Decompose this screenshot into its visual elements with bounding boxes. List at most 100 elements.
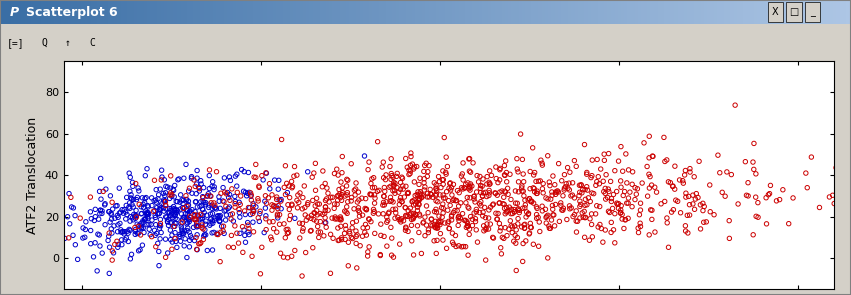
Point bbox=[356, 213, 369, 217]
Point bbox=[291, 205, 305, 210]
Point bbox=[129, 213, 143, 218]
Point bbox=[461, 253, 475, 258]
Point bbox=[467, 194, 481, 199]
Point bbox=[437, 135, 451, 140]
Point bbox=[224, 178, 237, 183]
Point bbox=[604, 179, 618, 184]
Point bbox=[384, 177, 397, 182]
Point bbox=[175, 227, 189, 232]
Point bbox=[364, 219, 378, 224]
Point bbox=[111, 229, 124, 234]
Point bbox=[283, 217, 296, 222]
Point bbox=[452, 214, 465, 219]
Point bbox=[360, 207, 374, 212]
Point bbox=[578, 187, 591, 192]
Point bbox=[162, 223, 175, 228]
Point bbox=[563, 181, 576, 186]
Point bbox=[173, 200, 186, 204]
Point bbox=[392, 217, 406, 222]
Point bbox=[221, 245, 235, 249]
Point bbox=[477, 191, 490, 195]
Point bbox=[434, 219, 448, 224]
Point bbox=[477, 228, 491, 233]
Point bbox=[573, 183, 586, 188]
Point bbox=[220, 191, 233, 196]
Point bbox=[318, 198, 332, 203]
Point bbox=[551, 161, 565, 166]
Point bbox=[530, 212, 544, 217]
Point bbox=[612, 201, 625, 206]
Point bbox=[602, 209, 615, 214]
Point bbox=[179, 193, 192, 198]
Point bbox=[493, 200, 506, 205]
Point bbox=[195, 223, 208, 227]
Point bbox=[415, 192, 429, 197]
Point bbox=[166, 240, 180, 244]
Point bbox=[610, 189, 624, 194]
Point bbox=[621, 196, 635, 200]
Point bbox=[587, 191, 601, 196]
Point bbox=[194, 199, 208, 204]
Point bbox=[270, 195, 283, 199]
Point bbox=[394, 187, 408, 192]
Point bbox=[157, 199, 171, 204]
Point bbox=[180, 197, 193, 202]
Point bbox=[462, 157, 476, 161]
Point bbox=[366, 185, 380, 190]
Point bbox=[446, 198, 460, 203]
Point bbox=[459, 200, 472, 205]
Point bbox=[545, 190, 558, 194]
Point bbox=[191, 224, 205, 229]
Point bbox=[233, 215, 247, 219]
Point bbox=[459, 244, 472, 249]
Point bbox=[511, 207, 525, 212]
Point bbox=[150, 205, 163, 210]
Point bbox=[228, 224, 242, 228]
Point bbox=[696, 208, 710, 213]
Point bbox=[578, 235, 591, 240]
Point bbox=[585, 222, 598, 227]
Point bbox=[155, 168, 168, 173]
Point bbox=[360, 233, 374, 237]
Point bbox=[575, 211, 589, 215]
Point bbox=[606, 206, 620, 211]
Point bbox=[290, 173, 304, 178]
Point bbox=[823, 195, 837, 199]
Point bbox=[174, 207, 187, 212]
Point bbox=[181, 212, 195, 216]
Point bbox=[235, 167, 248, 172]
Point bbox=[0, 198, 9, 203]
Point bbox=[681, 231, 694, 235]
Point bbox=[181, 199, 195, 204]
Point bbox=[352, 198, 366, 202]
Point bbox=[498, 173, 511, 177]
Point bbox=[203, 186, 216, 191]
Point bbox=[321, 191, 334, 196]
Point bbox=[535, 209, 549, 213]
Point bbox=[420, 174, 434, 179]
Point bbox=[619, 217, 632, 222]
Point bbox=[330, 167, 344, 172]
Point bbox=[148, 213, 162, 218]
Point bbox=[246, 208, 260, 213]
Point bbox=[399, 226, 413, 230]
Point bbox=[482, 227, 495, 231]
Point bbox=[338, 194, 351, 199]
Point bbox=[530, 216, 544, 221]
Point bbox=[420, 223, 433, 227]
Point bbox=[152, 223, 166, 227]
Point bbox=[384, 195, 397, 200]
Point bbox=[180, 208, 194, 213]
Point bbox=[452, 214, 465, 219]
Point bbox=[180, 162, 193, 167]
Point bbox=[191, 213, 204, 218]
Point bbox=[604, 220, 618, 225]
Point bbox=[374, 252, 387, 257]
Point bbox=[413, 196, 426, 201]
Point bbox=[679, 229, 693, 233]
Point bbox=[341, 178, 355, 183]
Point bbox=[431, 174, 445, 179]
Point bbox=[208, 206, 221, 210]
Point bbox=[141, 212, 155, 217]
Point bbox=[542, 224, 556, 228]
